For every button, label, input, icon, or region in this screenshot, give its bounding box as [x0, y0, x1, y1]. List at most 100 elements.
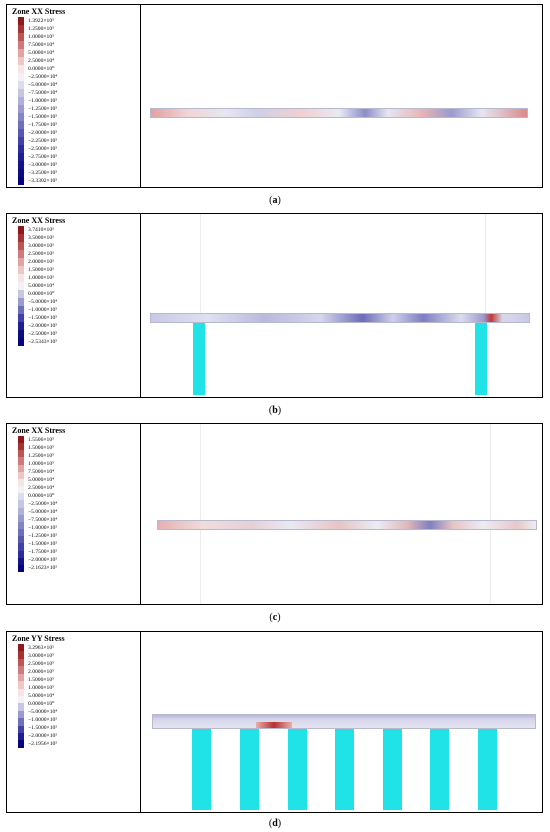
- beam: [157, 520, 537, 530]
- colorbar-tick-label: −3.0000×10⁵: [28, 162, 58, 168]
- colorbar-tick-label: −3.3302×10⁵: [28, 178, 58, 184]
- colorbar-swatch: [18, 177, 24, 185]
- colorbar-swatch: [18, 137, 24, 145]
- colorbar-ticks: 1.3922×10⁵ 1.2500×10⁵ 1.0000×10⁵ 7.5000×10⁴…: [28, 17, 57, 185]
- colorbar-swatch: [18, 250, 24, 258]
- legend-title: Zone XX Stress: [12, 426, 66, 435]
- colorbar-tick-label: −1.0000×10⁵: [28, 98, 58, 104]
- colorbar-ticks: 3.2963×10⁵ 3.0000×10⁵ 2.5000×10⁵ 2.0000×10⁵…: [28, 644, 57, 748]
- caption-a: (a): [269, 195, 281, 206]
- panel-d: Zone YY Stress 3.2963×10⁵ 3.0000×10⁵ 2.500…: [6, 631, 543, 813]
- colorbar-swatch: [18, 564, 24, 572]
- colorbar-tick-label: 1.0000×10⁵: [28, 275, 55, 281]
- panel-b: Zone XX Stress 3.7410×10⁵ 3.5000×10⁵ 3.000…: [6, 213, 543, 398]
- colorbar-tick-label: 1.0000×10⁵: [28, 685, 55, 691]
- colorbar-tick-label: −2.0000×10⁵: [28, 557, 58, 563]
- colorbar-swatch: [18, 338, 24, 346]
- colorbar-swatch: [18, 486, 24, 494]
- colorbar-swatch: [18, 733, 24, 741]
- caption-c: (c): [269, 612, 281, 623]
- colorbar-swatch: [18, 121, 24, 129]
- colorbar-tick-label: −2.1956×10⁵: [28, 741, 58, 747]
- legend-b: Zone XX Stress 3.7410×10⁵ 3.5000×10⁵ 3.000…: [7, 214, 141, 397]
- colorbar-tick-label: 0.0000×10⁰: [28, 291, 55, 297]
- colorbar-tick-label: 2.5000×10⁵: [28, 661, 55, 667]
- colorbar-swatch: [18, 478, 24, 487]
- colorbar-tick-label: −1.7500×10⁵: [28, 549, 58, 555]
- colorbar-swatch: [18, 550, 24, 558]
- colorbar: [18, 17, 24, 185]
- stress-plot-c: [140, 424, 542, 604]
- colorbar: [18, 226, 24, 346]
- colorbar-swatch: [18, 234, 24, 242]
- colorbar-swatch: [18, 17, 24, 25]
- colorbar-tick-label: 5.0000×10⁴: [28, 693, 55, 699]
- colorbar-swatch: [18, 471, 24, 479]
- colorbar-swatch: [18, 89, 24, 97]
- stress-hotspot: [256, 722, 292, 728]
- colorbar-swatch: [18, 450, 24, 458]
- colorbar-tick-label: 5.0000×10⁴: [28, 477, 55, 483]
- colorbar-swatch: [18, 306, 24, 314]
- colorbar-tick-label: 1.5000×10⁵: [28, 445, 55, 451]
- colorbar-tick-label: −2.7500×10⁵: [28, 154, 58, 160]
- colorbar-tick-label: 0.0000×10⁰: [28, 701, 55, 707]
- colorbar-swatch: [18, 673, 24, 682]
- colorbar-swatch: [18, 436, 24, 444]
- colorbar-swatch: [18, 703, 24, 711]
- panel-a: Zone XX Stress 1.3922×10⁵ 1.2500×10⁵ 1.000…: [6, 4, 543, 188]
- colorbar-swatch: [18, 33, 24, 41]
- colorbar-swatch: [18, 457, 24, 465]
- colorbar-tick-label: 1.3922×10⁵: [28, 18, 55, 24]
- caption-b: (b): [268, 405, 282, 416]
- colorbar-swatch: [18, 651, 24, 659]
- legend-title: Zone XX Stress: [12, 7, 66, 16]
- colorbar-tick-label: −1.5000×10⁵: [28, 114, 58, 120]
- colorbar-tick-label: 3.2963×10⁵: [28, 645, 55, 651]
- colorbar-swatch: [18, 81, 24, 89]
- colorbar-swatch: [18, 725, 24, 734]
- colorbar-swatch: [18, 57, 24, 65]
- colorbar-swatch: [18, 49, 24, 57]
- colorbar-tick-label: 0.0000×10⁰: [28, 493, 55, 499]
- panel-c: Zone XX Stress 1.5506×10⁵ 1.5000×10⁵ 1.250…: [6, 423, 543, 605]
- legend-title: Zone XX Stress: [12, 216, 66, 225]
- gridline: [490, 424, 491, 604]
- colorbar-tick-label: −3.2500×10⁵: [28, 170, 58, 176]
- colorbar-swatch: [18, 666, 24, 674]
- colorbar-tick-label: −5.0000×10⁴: [28, 82, 58, 88]
- colorbar-swatch: [18, 226, 24, 234]
- gridline: [200, 214, 201, 397]
- colorbar-tick-label: −1.5000×10⁵: [28, 541, 58, 547]
- colorbar-tick-label: −2.5000×10⁵: [28, 331, 58, 337]
- stress-plot-b: [140, 214, 542, 397]
- colorbar-swatch: [18, 681, 24, 689]
- pillar: [430, 729, 449, 810]
- colorbar-swatch: [18, 25, 24, 33]
- colorbar-tick-label: 1.5000×10⁵: [28, 677, 55, 683]
- colorbar-tick-label: 7.5000×10⁴: [28, 42, 55, 48]
- colorbar-swatch: [18, 543, 24, 551]
- colorbar-tick-label: 2.5000×10⁴: [28, 58, 55, 64]
- colorbar-tick-label: 3.0000×10⁵: [28, 243, 55, 249]
- colorbar-tick-label: −1.7500×10⁵: [28, 122, 58, 128]
- colorbar-swatch: [18, 161, 24, 169]
- colorbar-swatch: [18, 242, 24, 250]
- colorbar-swatch: [18, 529, 24, 537]
- colorbar-tick-label: −1.5000×10⁵: [28, 725, 58, 731]
- colorbar-tick-label: −5.0000×10⁴: [28, 709, 58, 715]
- colorbar-tick-label: 1.0000×10⁵: [28, 461, 55, 467]
- colorbar-swatch: [18, 536, 24, 544]
- colorbar-swatch: [18, 688, 24, 696]
- colorbar-tick-label: −7.5000×10⁴: [28, 90, 58, 96]
- colorbar-swatch: [18, 330, 24, 338]
- colorbar-swatch: [18, 710, 24, 719]
- colorbar-swatch: [18, 41, 24, 49]
- legend-c: Zone XX Stress 1.5506×10⁵ 1.5000×10⁵ 1.250…: [7, 424, 141, 604]
- colorbar-tick-label: −2.5000×10⁴: [28, 74, 58, 80]
- colorbar-tick-label: −1.0000×10⁵: [28, 525, 58, 531]
- pillar: [335, 729, 354, 810]
- colorbar-swatch: [18, 464, 24, 472]
- colorbar-swatch: [18, 65, 24, 73]
- colorbar-tick-label: 2.0000×10⁵: [28, 259, 55, 265]
